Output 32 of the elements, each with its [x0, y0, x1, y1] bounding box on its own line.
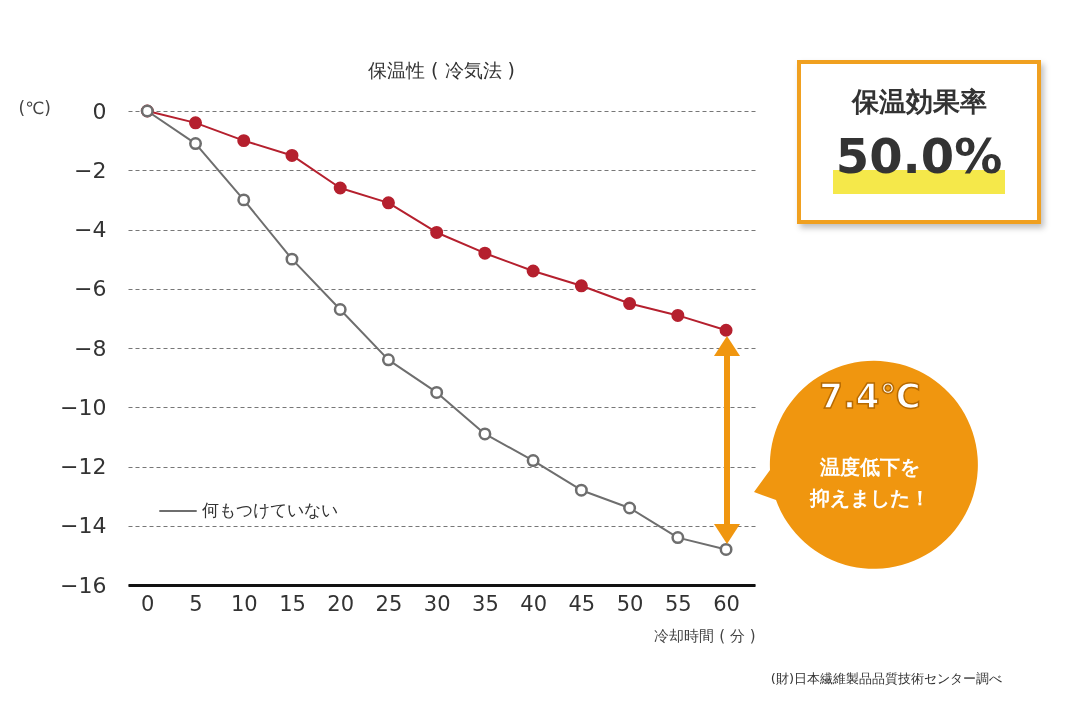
y-tick-label: −14 [60, 513, 107, 539]
x-tick-label: 45 [568, 591, 596, 616]
y-tick-label: −2 [74, 157, 107, 183]
x-tick-label: 5 [189, 591, 203, 616]
y-tick-label: −6 [74, 276, 107, 302]
y-tick-label: −4 [74, 217, 107, 242]
x-tick-label: 30 [423, 591, 451, 616]
text: 7.4℃ [818, 376, 922, 416]
text: (財)日本繊維製品品質技術センター調べ [770, 670, 1002, 688]
x-tick-label: 25 [375, 591, 403, 616]
y-axis-title: (℃) [18, 97, 51, 118]
y-tick-label: −10 [60, 394, 107, 420]
chart-title: 保温性 ( 冷気法 ) [368, 59, 515, 81]
y-tick-label: −8 [74, 335, 107, 361]
text: 抑えました！ [808, 485, 931, 512]
y-tick-label: −16 [60, 572, 107, 598]
legend-label: 何もつけていない [202, 500, 338, 520]
x-tick-label: 20 [327, 591, 355, 616]
x-axis-title: 冷却時間 ( 分 ) [654, 626, 756, 645]
x-tick-label: 0 [141, 591, 155, 616]
x-tick-label: 15 [279, 591, 306, 616]
text: 50.0% [834, 128, 1004, 184]
y-tick-label: 0 [92, 98, 107, 124]
text: 温度低下を [819, 454, 921, 481]
x-tick-label: 55 [664, 591, 692, 616]
x-tick-label: 40 [520, 591, 548, 616]
y-tick-label: −12 [60, 454, 107, 479]
x-tick-label: 10 [230, 591, 258, 616]
x-tick-label: 60 [713, 591, 740, 616]
x-tick-label: 35 [472, 591, 499, 616]
x-tick-label: 50 [616, 591, 644, 616]
text: 保温効果率 [850, 85, 988, 119]
